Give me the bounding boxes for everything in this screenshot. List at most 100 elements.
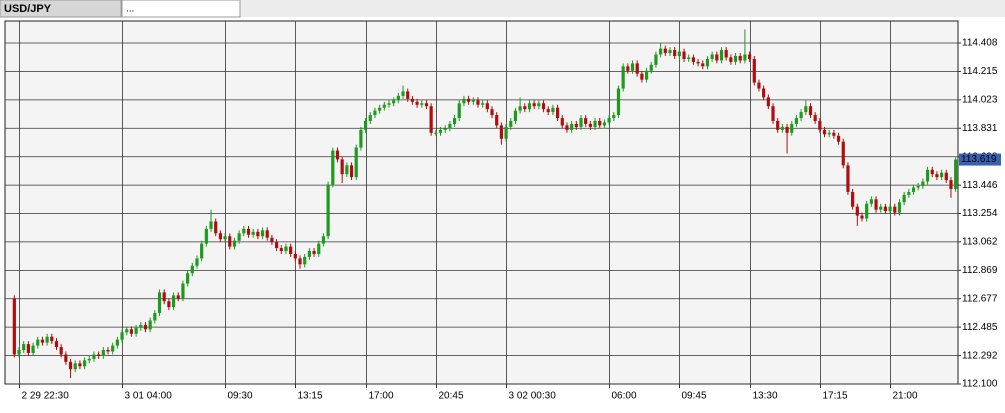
candle-body — [902, 194, 906, 203]
candle-body — [326, 184, 330, 237]
candle-body — [373, 110, 377, 116]
candle-body — [485, 103, 489, 110]
candle-body — [265, 230, 269, 238]
candle-body — [242, 228, 246, 234]
candle-body — [649, 64, 653, 71]
candle-body — [602, 122, 607, 126]
tab-label[interactable]: ... — [126, 4, 134, 15]
candle-body — [68, 361, 73, 370]
candle-body — [930, 169, 934, 175]
candle-body — [36, 339, 40, 346]
candle-body — [120, 332, 124, 340]
candle-body — [237, 233, 241, 241]
candle-body — [626, 66, 630, 71]
y-tick-label: 112.100 — [962, 379, 998, 390]
x-tick-label: 13:15 — [298, 391, 323, 402]
candle-body — [893, 206, 897, 213]
candle-body — [696, 61, 700, 64]
candle-body — [331, 150, 335, 185]
candle-body — [335, 150, 340, 160]
candle-body — [251, 231, 255, 235]
candle-body — [883, 206, 888, 212]
candle-body — [855, 206, 859, 216]
candle-body — [490, 109, 494, 116]
candle-body — [162, 292, 166, 302]
candle-body — [186, 273, 190, 284]
candle-body — [87, 358, 91, 361]
candle-body — [181, 283, 185, 299]
tab-bar — [0, 0, 1005, 17]
candle-body — [106, 350, 110, 352]
candle-body — [846, 165, 850, 192]
candle-body — [757, 82, 761, 89]
candle-body — [495, 115, 499, 126]
candle-body — [73, 363, 77, 370]
candle-body — [780, 126, 784, 130]
x-tick-label: 20:45 — [439, 391, 464, 402]
candle-body — [111, 345, 115, 352]
candle-body — [204, 228, 208, 244]
candle-body — [584, 118, 588, 124]
candle-body — [209, 221, 213, 229]
candle-body — [523, 106, 527, 110]
candle-body — [799, 112, 803, 119]
candle-body — [31, 345, 35, 353]
candle-body — [260, 230, 265, 237]
candle-body — [546, 109, 550, 113]
candle-body — [612, 115, 616, 119]
candle-body — [935, 174, 939, 178]
candle-body — [616, 88, 621, 116]
candle-body — [907, 191, 911, 195]
candle-body — [677, 51, 681, 56]
candle-body — [537, 103, 541, 107]
candle-body — [832, 132, 836, 136]
candle-body — [298, 258, 302, 265]
candle-body — [92, 354, 96, 359]
y-tick-label: 112.485 — [962, 322, 998, 333]
candle-body — [438, 129, 443, 133]
candle-body — [312, 251, 316, 254]
candle-body — [17, 350, 21, 355]
last-price-label: 113.619 — [961, 154, 997, 165]
candle-body — [743, 54, 747, 61]
candle-body — [232, 240, 237, 247]
candle-body — [22, 344, 26, 351]
candle-body — [457, 103, 461, 119]
x-tick-label: 09:30 — [228, 391, 253, 402]
y-tick-label: 114.215 — [962, 66, 998, 77]
candle-body — [560, 118, 564, 126]
x-tick-label: 13:30 — [753, 391, 778, 402]
candle-body — [851, 191, 855, 207]
candle-body — [574, 123, 578, 127]
y-tick-label: 112.869 — [962, 265, 998, 276]
candle-body — [148, 320, 152, 330]
x-tick-label: 3 01 04:00 — [125, 391, 173, 402]
candle-body — [176, 295, 180, 299]
candle-body — [499, 125, 503, 139]
candle-body — [808, 106, 813, 116]
tab-active[interactable] — [0, 0, 122, 18]
tab[interactable] — [121, 0, 241, 18]
candle-body — [392, 100, 396, 104]
tab-label[interactable]: USD/JPY — [4, 3, 52, 15]
candle-body — [45, 336, 49, 343]
candle-body — [368, 115, 372, 121]
candle-body — [218, 233, 223, 240]
y-tick-label: 113.831 — [962, 123, 998, 134]
candle-body — [635, 63, 639, 74]
candle-body — [827, 132, 831, 135]
candle-body — [443, 128, 447, 130]
candle-body — [270, 237, 274, 243]
candle-body — [944, 172, 948, 181]
candle-body — [570, 123, 574, 130]
candle-body — [822, 129, 827, 135]
candle-body — [940, 172, 944, 178]
candle-body — [434, 132, 438, 134]
candle-body — [527, 103, 532, 110]
x-tick-label: 2 29 22:30 — [22, 391, 70, 402]
candle-body — [911, 187, 916, 192]
candle-body — [125, 329, 129, 333]
candle-body — [415, 101, 419, 105]
candle-body — [733, 55, 738, 62]
